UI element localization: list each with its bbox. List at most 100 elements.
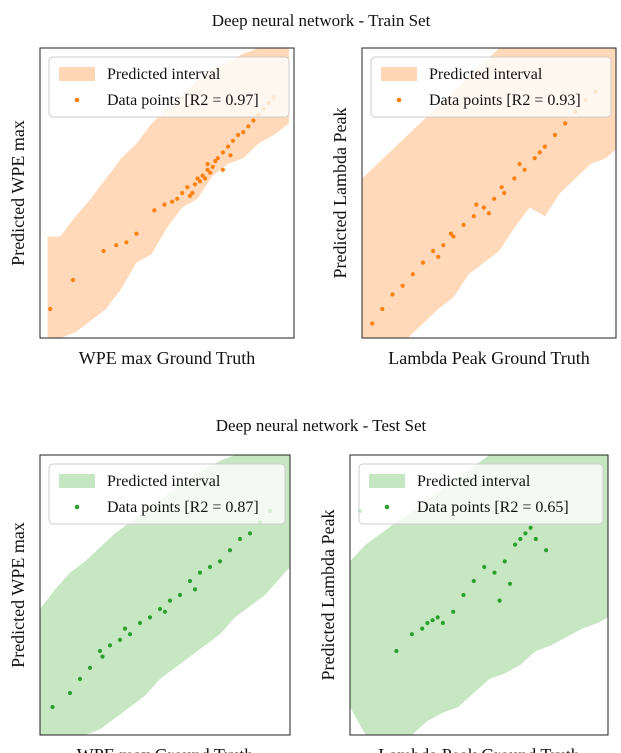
- data-point: [542, 144, 548, 149]
- data-point: [100, 654, 105, 659]
- data-point: [185, 185, 190, 190]
- x-axis-label: Lambda Peak Ground Truth: [378, 745, 580, 753]
- data-point: [544, 548, 549, 553]
- legend: Predicted interval Data points [R2 = 0.87…: [48, 463, 286, 525]
- data-point: [499, 185, 504, 190]
- data-point: [192, 182, 197, 187]
- data-point: [492, 570, 497, 575]
- data-point: [502, 190, 507, 196]
- y-axis-label: Predicted WPE max: [8, 120, 28, 266]
- data-point: [513, 542, 518, 547]
- data-point: [247, 531, 253, 536]
- data-point: [474, 202, 479, 207]
- data-point: [97, 648, 103, 654]
- data-point: [451, 234, 456, 239]
- legend-interval-label: Predicted interval: [107, 66, 221, 83]
- data-point: [435, 615, 440, 620]
- data-point: [217, 559, 223, 564]
- data-point: [228, 153, 233, 158]
- data-point: [481, 205, 486, 210]
- y-axis-label: Predicted Lambda Peak: [318, 510, 338, 681]
- data-point: [124, 240, 129, 245]
- predicted-interval-band: [350, 455, 608, 735]
- axes-frame: [39, 47, 295, 339]
- data-point: [420, 260, 426, 265]
- data-point: [410, 272, 415, 277]
- data-point: [251, 118, 256, 123]
- data-point: [227, 548, 233, 553]
- legend-interval-swatch: [369, 474, 405, 488]
- data-point: [517, 161, 522, 167]
- legend-points-label: Data points [R2 = 0.93]: [429, 92, 581, 109]
- axes-frame: [361, 47, 617, 339]
- axes-frame: [39, 454, 291, 736]
- data-point: [187, 578, 193, 584]
- data-point: [175, 196, 180, 201]
- data-point: [400, 283, 405, 288]
- data-point: [471, 214, 476, 219]
- data-point: [177, 592, 183, 598]
- legend: Predicted interval Data points [R2 = 0.65…: [358, 463, 604, 525]
- data-point: [482, 564, 487, 570]
- data-point: [195, 176, 200, 181]
- data-point: [246, 124, 251, 129]
- data-point: [122, 626, 128, 631]
- data-point: [190, 190, 195, 196]
- data-point: [70, 277, 76, 283]
- data-point: [370, 321, 375, 326]
- data-point: [380, 306, 385, 312]
- predicted-interval-band: [40, 455, 290, 735]
- data-point: [220, 150, 225, 155]
- data-point: [87, 665, 93, 670]
- legend-interval-label: Predicted interval: [429, 66, 543, 83]
- data-point: [563, 121, 568, 126]
- x-axis-label: WPE max Ground Truth: [79, 348, 256, 368]
- data-point: [205, 161, 210, 167]
- legend-interval-swatch: [59, 67, 95, 81]
- data-point: [157, 606, 163, 612]
- data-point: [394, 648, 399, 654]
- plot-train-wpe: Predicted interval Data points [R2 = 0.97…: [8, 47, 295, 368]
- legend-points-marker: [384, 504, 390, 510]
- legend-interval-label: Predicted interval: [417, 473, 531, 490]
- data-point: [203, 176, 208, 181]
- data-point: [225, 144, 231, 149]
- data-point: [215, 156, 220, 161]
- data-point: [431, 248, 436, 254]
- data-point: [236, 132, 241, 138]
- plot-test-lambda: Predicted interval Data points [R2 = 0.65…: [318, 454, 609, 753]
- legend-interval-swatch: [59, 474, 95, 488]
- data-point: [170, 199, 175, 204]
- plot-test-wpe: Predicted interval Data points [R2 = 0.87…: [8, 454, 291, 753]
- data-point: [207, 564, 213, 570]
- legend: Predicted interval Data points [R2 = 0.97…: [48, 56, 290, 118]
- data-point: [197, 179, 203, 184]
- data-point: [187, 193, 192, 198]
- data-point: [409, 632, 414, 637]
- legend-interval-label: Predicted interval: [107, 473, 221, 490]
- data-point: [492, 196, 497, 201]
- data-point: [162, 202, 167, 207]
- data-point: [200, 173, 205, 178]
- data-point: [448, 231, 453, 236]
- data-point: [486, 211, 492, 216]
- data-point: [430, 618, 435, 623]
- plot-train-lambda: Predicted interval Data points [R2 = 0.93…: [330, 47, 617, 368]
- data-point: [220, 167, 225, 172]
- data-point: [533, 536, 538, 542]
- data-point: [523, 531, 528, 536]
- test-suptitle: Deep neural network - Test Set: [216, 416, 427, 435]
- data-point: [451, 609, 456, 614]
- data-point: [197, 570, 203, 575]
- data-point: [101, 248, 106, 254]
- train-suptitle: Deep neural network - Train Set: [212, 11, 431, 30]
- data-point: [152, 208, 157, 213]
- legend: Predicted interval Data points [R2 = 0.93…: [370, 56, 612, 118]
- legend-points-marker: [74, 504, 80, 510]
- data-point: [420, 626, 425, 631]
- data-point: [192, 587, 198, 592]
- x-axis-label: Lambda Peak Ground Truth: [388, 348, 590, 368]
- data-point: [205, 167, 210, 172]
- data-point: [441, 243, 446, 248]
- data-point: [107, 643, 113, 648]
